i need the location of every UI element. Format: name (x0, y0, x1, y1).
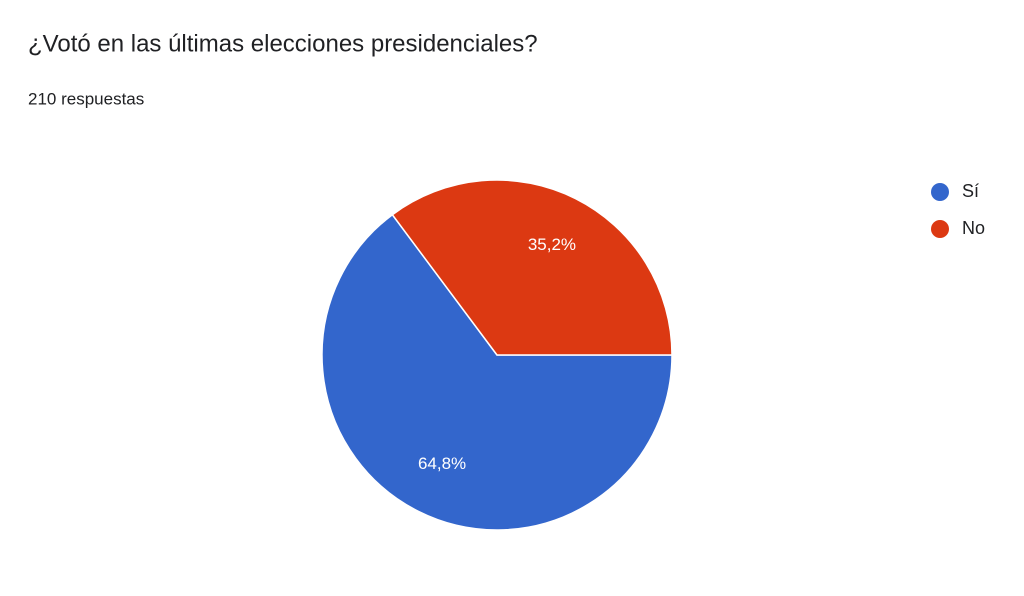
chart-subtitle: 210 respuestas (28, 89, 144, 108)
pie-slice (391, 179, 673, 356)
chart-title: ¿Votó en las últimas elecciones presiden… (28, 30, 538, 57)
legend-marker (931, 220, 949, 238)
legend-label: Sí (962, 181, 979, 201)
value-label: 35,2% (528, 235, 576, 254)
value-label: 64,8% (418, 454, 466, 473)
legend-marker (931, 183, 949, 201)
pie-slice (321, 213, 673, 531)
legend-label: No (962, 218, 985, 238)
